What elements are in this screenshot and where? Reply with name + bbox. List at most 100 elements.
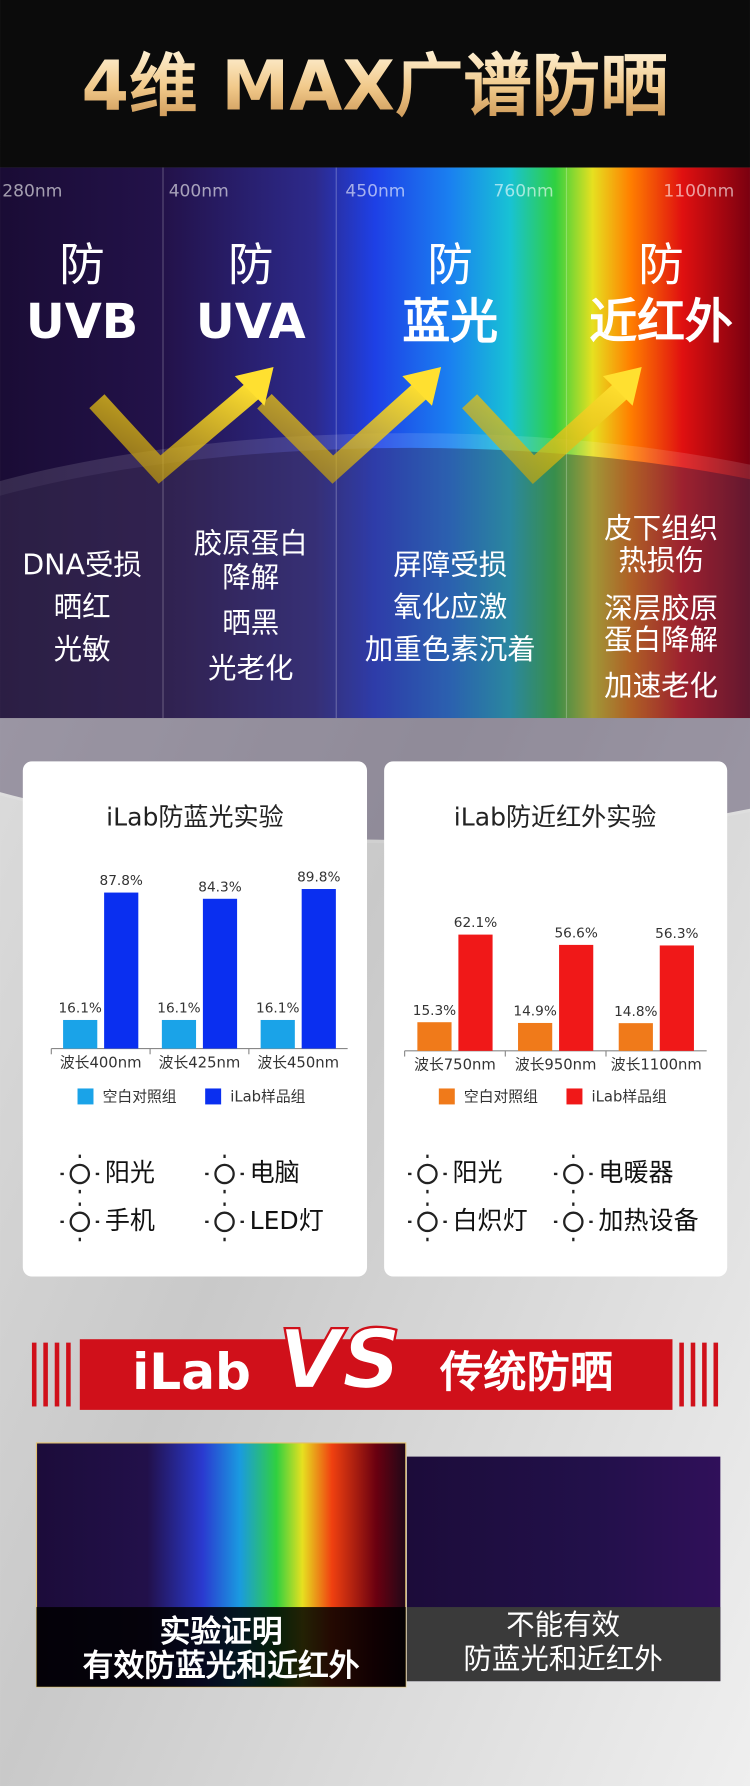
legend-swatch xyxy=(438,1088,455,1105)
vs-right: 传统防晒 xyxy=(439,1348,613,1398)
band-prefix: 防 xyxy=(228,238,274,291)
legend-label: 空白对照组 xyxy=(464,1089,538,1106)
bar xyxy=(618,1023,653,1051)
header-title: 4维 MAX广谱防晒 xyxy=(82,48,669,127)
value-label: 14.9% xyxy=(513,1004,556,1020)
value-label: 84.3% xyxy=(198,879,241,895)
bar xyxy=(559,944,594,1051)
scenario-icon xyxy=(553,1154,593,1194)
scenario-icon xyxy=(60,1154,100,1194)
header-bar xyxy=(0,0,750,168)
scenario-label: 电脑 xyxy=(250,1158,300,1187)
arrows xyxy=(89,379,632,484)
band-effect: 光敏 xyxy=(54,633,111,666)
band-effect: 氧化应激 xyxy=(393,591,507,624)
band-effect: 加重色素沉着 xyxy=(365,633,536,666)
scenario-icon xyxy=(205,1202,244,1242)
band-prefix: 防 xyxy=(427,238,473,291)
icon-shape xyxy=(205,1154,244,1194)
vs-left: iLab xyxy=(132,1342,251,1401)
scenario-icon xyxy=(408,1154,447,1194)
bar xyxy=(518,1022,553,1051)
icon-shape xyxy=(563,1211,584,1233)
bar xyxy=(104,892,139,1049)
scenario-label: 阳光 xyxy=(453,1158,503,1187)
band-effect: 加速老化 xyxy=(604,669,718,702)
band-name: UVA xyxy=(196,295,306,350)
bar xyxy=(161,1019,197,1049)
band-effect: 光老化 xyxy=(208,652,293,685)
wavelength-label: 280nm xyxy=(2,181,62,201)
planet-glow xyxy=(0,433,750,844)
value-label: 15.3% xyxy=(413,1003,456,1019)
band-name: 近红外 xyxy=(589,295,733,350)
icon-shape xyxy=(214,1163,235,1185)
icon-shape xyxy=(408,1202,447,1242)
band-effect: 热损伤 xyxy=(618,544,703,577)
band-effect: DNA受损 xyxy=(22,548,142,581)
value-label: 62.1% xyxy=(454,915,497,931)
legend-swatch xyxy=(77,1088,94,1105)
legend-label: 空白对照组 xyxy=(103,1089,177,1106)
bar xyxy=(417,1022,452,1051)
icon-shape xyxy=(417,1211,438,1233)
scenario-icon xyxy=(408,1202,447,1242)
icon-shape xyxy=(408,1154,447,1194)
planet xyxy=(0,447,750,840)
value-label: 56.3% xyxy=(655,926,698,942)
value-label: 16.1% xyxy=(58,1001,101,1017)
scenario-icon xyxy=(60,1202,100,1242)
band-effect: 降解 xyxy=(222,561,279,594)
x-tick-label: 波长1100nm xyxy=(611,1057,702,1074)
caption-band xyxy=(406,1607,721,1682)
wavelength-label: 760nm xyxy=(494,181,554,201)
value-label: 14.8% xyxy=(614,1004,657,1020)
band-effect: 胶原蛋白 xyxy=(194,527,308,560)
band-effect: 皮下组织 xyxy=(604,512,718,545)
band-effect: 晒红 xyxy=(54,591,111,624)
band-effect: 蛋白降解 xyxy=(604,624,718,657)
legend-label: iLab样品组 xyxy=(592,1089,667,1106)
value-label: 87.8% xyxy=(100,873,143,889)
legend-label: iLab样品组 xyxy=(230,1089,305,1106)
icon-shape xyxy=(553,1154,593,1194)
icon-shape xyxy=(214,1211,235,1233)
band-name: 蓝光 xyxy=(402,295,498,350)
icon-shape xyxy=(205,1202,244,1242)
legend-swatch xyxy=(566,1088,583,1105)
caption: 不能有效 xyxy=(506,1608,620,1641)
scenario-icon xyxy=(553,1202,593,1242)
chart-title: iLab防蓝光实验 xyxy=(106,802,284,831)
x-tick-label: 波长950nm xyxy=(515,1057,597,1074)
icon-shape xyxy=(60,1154,100,1194)
x-tick-label: 波长425nm xyxy=(159,1054,241,1071)
icon-shape xyxy=(69,1163,91,1185)
value-label: 56.6% xyxy=(554,925,597,941)
wavelength-label: 450nm xyxy=(345,181,405,201)
scenario-label: 阳光 xyxy=(105,1158,155,1187)
scenario-label: LED灯 xyxy=(250,1206,324,1235)
x-tick-label: 波长450nm xyxy=(257,1054,339,1071)
caption: 防蓝光和近红外 xyxy=(463,1643,662,1676)
value-label: 89.8% xyxy=(297,870,340,886)
bar xyxy=(301,889,336,1049)
bar xyxy=(202,898,238,1049)
bar xyxy=(659,945,694,1051)
icon-shape xyxy=(563,1163,584,1185)
chart-title: iLab防近红外实验 xyxy=(454,802,657,831)
bar xyxy=(63,1019,98,1049)
icon-shape xyxy=(553,1202,593,1242)
wavelength-label: 1100nm xyxy=(663,181,734,201)
scenario-label: 手机 xyxy=(105,1206,155,1235)
bar xyxy=(458,934,493,1051)
scenario-label: 电暖器 xyxy=(598,1158,673,1187)
legend-swatch xyxy=(205,1088,222,1105)
caption: 实验证明 xyxy=(160,1614,283,1650)
value-label: 16.1% xyxy=(157,1001,200,1017)
band-effect: 晒黑 xyxy=(222,607,279,640)
caption-band xyxy=(36,1607,406,1687)
icon-shape xyxy=(417,1163,438,1185)
icon-shape xyxy=(60,1202,100,1242)
x-tick-label: 波长400nm xyxy=(60,1054,142,1071)
arrow-heads xyxy=(234,367,642,406)
